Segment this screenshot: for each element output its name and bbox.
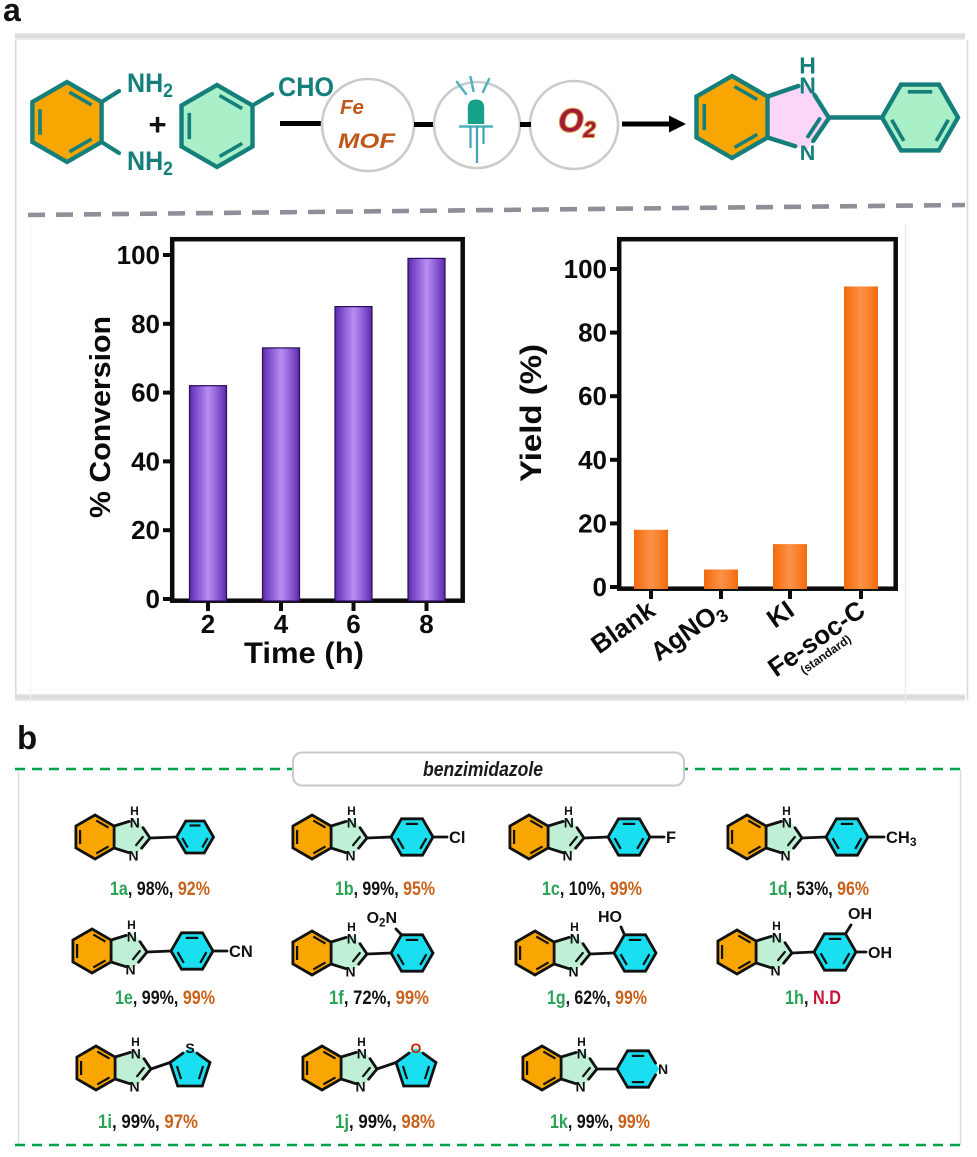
svg-text:1a, 98%, 92%: 1a, 98%, 92% xyxy=(110,879,210,900)
svg-text:H: H xyxy=(347,920,356,934)
svg-text:N: N xyxy=(345,964,355,980)
svg-text:Yield (%): Yield (%) xyxy=(515,344,548,482)
svg-text:H: H xyxy=(577,1035,586,1049)
svg-text:N: N xyxy=(125,962,135,978)
svg-text:O: O xyxy=(411,1040,422,1056)
svg-text:1g, 62%, 99%: 1g, 62%, 99% xyxy=(547,988,647,1009)
svg-text:H: H xyxy=(131,1035,140,1049)
svg-text:0: 0 xyxy=(593,572,607,602)
svg-text:H: H xyxy=(564,804,573,818)
svg-text:Fe: Fe xyxy=(340,96,364,119)
svg-text:1k, 99%, 99%: 1k, 99%, 99% xyxy=(550,1112,650,1133)
svg-text:0: 0 xyxy=(146,584,160,614)
svg-text:N: N xyxy=(570,930,580,946)
svg-text:1j, 99%, 98%: 1j, 99%, 98% xyxy=(335,1112,435,1133)
svg-text:OH: OH xyxy=(848,906,872,923)
svg-text:100: 100 xyxy=(117,240,160,270)
svg-text:4: 4 xyxy=(274,609,289,639)
svg-text:N: N xyxy=(128,848,138,864)
svg-text:N: N xyxy=(357,1045,367,1061)
svg-text:N: N xyxy=(347,930,357,946)
svg-text:N: N xyxy=(770,963,780,979)
svg-text:1d, 53%, 96%: 1d, 53%, 96% xyxy=(769,879,869,900)
svg-text:CHO: CHO xyxy=(278,72,334,102)
svg-text:N: N xyxy=(564,814,574,830)
svg-text:N: N xyxy=(575,1079,585,1095)
svg-text:2: 2 xyxy=(201,609,215,639)
svg-text:H: H xyxy=(799,53,816,79)
svg-text:Cl: Cl xyxy=(449,829,466,847)
svg-text:H: H xyxy=(127,918,136,932)
svg-text:20: 20 xyxy=(131,515,160,545)
svg-text:H: H xyxy=(357,1035,366,1049)
svg-text:100: 100 xyxy=(564,254,607,284)
svg-text:AgNO3: AgNO3 xyxy=(645,594,732,669)
svg-text:OH: OH xyxy=(868,945,892,962)
svg-text:H: H xyxy=(782,804,791,818)
svg-text:8: 8 xyxy=(419,609,433,639)
svg-text:1e, 99%, 99%: 1e, 99%, 99% xyxy=(115,988,215,1009)
svg-text:1f, 72%, 99%: 1f, 72%, 99% xyxy=(329,988,429,1009)
svg-text:HO: HO xyxy=(598,909,622,926)
svg-text:N: N xyxy=(780,848,790,864)
svg-text:F: F xyxy=(666,829,676,847)
svg-text:1i, 99%, 97%: 1i, 99%, 97% xyxy=(98,1112,198,1133)
svg-text:80: 80 xyxy=(578,318,607,348)
svg-text:NH2: NH2 xyxy=(127,68,173,102)
svg-text:20: 20 xyxy=(578,508,607,538)
svg-text:N: N xyxy=(782,814,792,830)
svg-text:+: + xyxy=(148,107,166,142)
svg-text:6: 6 xyxy=(346,609,360,639)
svg-text:N: N xyxy=(799,73,816,99)
svg-text:40: 40 xyxy=(578,445,607,475)
svg-text:H: H xyxy=(130,804,139,818)
svg-text:O2N: O2N xyxy=(367,910,397,930)
svg-text:60: 60 xyxy=(578,381,607,411)
svg-text:NH2: NH2 xyxy=(127,146,173,180)
svg-text:N: N xyxy=(800,141,816,165)
svg-text:40: 40 xyxy=(131,446,160,476)
svg-text:CH3: CH3 xyxy=(886,829,917,849)
svg-text:N: N xyxy=(345,848,355,864)
svg-text:60: 60 xyxy=(131,378,160,408)
svg-text:N: N xyxy=(577,1045,587,1061)
svg-text:benzimidazole: benzimidazole xyxy=(423,759,543,781)
svg-text:Time (h): Time (h) xyxy=(244,637,364,670)
svg-text:N: N xyxy=(658,1061,668,1077)
svg-text:MOF: MOF xyxy=(338,130,396,153)
svg-text:N: N xyxy=(562,848,572,864)
svg-text:H: H xyxy=(772,919,781,933)
svg-text:KI: KI xyxy=(761,594,800,633)
svg-text:N: N xyxy=(129,1079,139,1095)
svg-text:1h, N.D: 1h, N.D xyxy=(785,988,841,1009)
svg-text:% Conversion: % Conversion xyxy=(85,316,117,518)
svg-text:N: N xyxy=(131,1045,141,1061)
svg-text:H: H xyxy=(570,920,579,934)
svg-text:1c, 10%, 99%: 1c, 10%, 99% xyxy=(542,879,642,900)
svg-text:N: N xyxy=(355,1079,365,1095)
svg-text:CN: CN xyxy=(229,943,253,961)
svg-text:N: N xyxy=(130,814,140,830)
svg-text:H: H xyxy=(347,804,356,818)
svg-text:N: N xyxy=(127,928,137,944)
svg-text:N: N xyxy=(347,814,357,830)
svg-text:N: N xyxy=(568,964,578,980)
svg-text:80: 80 xyxy=(131,309,160,339)
svg-text:1b, 99%, 95%: 1b, 99%, 95% xyxy=(335,879,435,900)
svg-text:N: N xyxy=(772,929,782,945)
svg-text:S: S xyxy=(185,1040,194,1056)
